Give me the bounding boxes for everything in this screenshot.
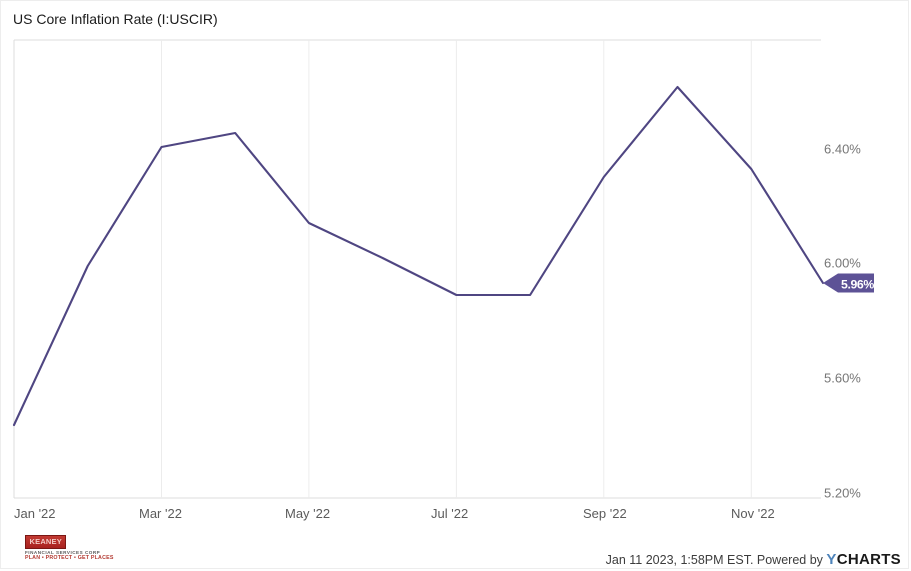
svg-text:5.96%: 5.96% (841, 278, 874, 292)
svg-text:Nov '22: Nov '22 (731, 506, 775, 521)
svg-text:Jul '22: Jul '22 (431, 506, 468, 521)
svg-text:5.60%: 5.60% (824, 371, 861, 386)
svg-text:May '22: May '22 (285, 506, 330, 521)
svg-text:6.00%: 6.00% (824, 256, 861, 271)
svg-text:5.20%: 5.20% (824, 486, 861, 501)
svg-text:Mar '22: Mar '22 (139, 506, 182, 521)
svg-text:Jan '22: Jan '22 (14, 506, 56, 521)
svg-text:Sep '22: Sep '22 (583, 506, 627, 521)
svg-text:6.40%: 6.40% (824, 142, 861, 157)
